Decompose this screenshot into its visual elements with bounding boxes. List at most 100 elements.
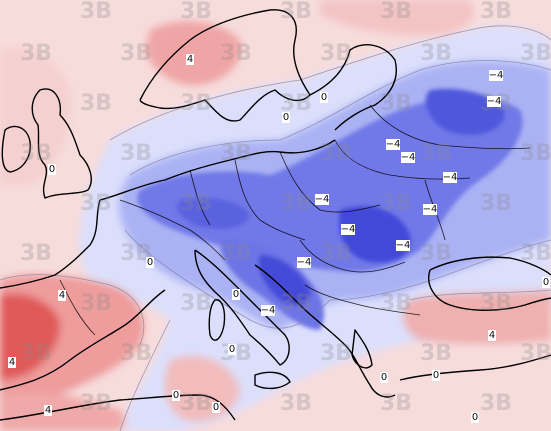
watermark-logo: 3B	[520, 341, 551, 366]
contour-label-box	[488, 330, 496, 341]
contour-label-hungary: −4	[341, 224, 356, 235]
contour-label-baltic-zero: 0	[320, 92, 328, 103]
contour-label-box	[146, 257, 154, 268]
watermark-logo: 3B	[520, 241, 551, 266]
contour-label-box	[261, 305, 275, 316]
contour-label-box	[228, 344, 236, 355]
watermark-logo: 3B	[20, 41, 52, 66]
watermark-logo: 3B	[480, 191, 512, 216]
contour-label-text: −4	[341, 224, 356, 235]
contour-label-text: 4	[187, 54, 193, 65]
contour-label-text: −4	[423, 204, 438, 215]
watermark-logo: 3B	[380, 91, 412, 116]
contour-label-box	[423, 204, 437, 215]
country-borders	[59, 104, 531, 336]
watermark-logo: 3B	[380, 391, 412, 416]
contour-label-box	[282, 112, 290, 123]
watermark-logo: 3B	[420, 241, 452, 266]
contour-label-iberia-s: 4	[44, 405, 52, 416]
contour-label-box	[401, 152, 415, 163]
contour-label-text: 0	[543, 277, 549, 288]
watermark-logo: 3B	[180, 391, 212, 416]
contour-label-box	[297, 257, 311, 268]
contour-label-box	[172, 390, 180, 401]
contour-label-text: −4	[396, 240, 411, 251]
contour-label-text: 4	[45, 405, 51, 416]
contour-label-text: 4	[489, 330, 495, 341]
watermark-layer: 3B 3B 3B 3B 3B 3B 3B 3B 3B 3B 3B 3B 3B 3B 3B 3B 3B 3B 3B 3B…	[20, 0, 551, 416]
contour-label-africa-zero-1: 0	[172, 390, 180, 401]
contour-label-box	[380, 372, 388, 383]
contour-label-text: 0	[147, 257, 153, 268]
watermark-logo: 3B	[320, 341, 352, 366]
contour-label-greece-zero: 0	[380, 372, 388, 383]
contour-label-box	[341, 224, 355, 235]
contour-label-text: −4	[489, 70, 504, 81]
contour-label-text: 0	[213, 402, 219, 413]
contour-label-text: 0	[321, 92, 327, 103]
cool-deep-region	[176, 88, 505, 306]
watermark-logo: 3B	[480, 391, 512, 416]
contour-label-text: 0	[173, 390, 179, 401]
contour-label-italy-s: −4	[261, 305, 276, 316]
watermark-logo: 3B	[380, 191, 412, 216]
contour-label-text: 4	[9, 357, 15, 368]
contour-label-text: 0	[283, 112, 289, 123]
contour-label-balkans-1: −4	[297, 257, 312, 268]
contour-label-text: −4	[297, 257, 312, 268]
watermark-logo: 3B	[320, 41, 352, 66]
watermark-logo: 3B	[120, 41, 152, 66]
contour-label-box	[186, 54, 194, 65]
contour-label-text: −4	[261, 305, 276, 316]
contour-label-germany: −4	[315, 194, 329, 205]
watermark-logo: 3B	[280, 291, 312, 316]
contour-label-box	[315, 194, 329, 205]
contour-label-carpathian: −4	[423, 204, 438, 215]
watermark-logo: 3B	[120, 341, 152, 366]
contour-label-text: 0	[433, 370, 439, 381]
contour-label-text: −4	[401, 152, 416, 163]
contour-label-text: 0	[233, 289, 239, 300]
contour-label-box	[471, 412, 479, 423]
contour-label-box	[396, 240, 410, 251]
contour-label-box	[432, 370, 440, 381]
contour-label-text: −4	[443, 172, 458, 183]
contour-label-uk-zero: 0	[48, 164, 56, 175]
watermark-logo: 3B	[220, 41, 252, 66]
watermark-logo: 3B	[180, 91, 212, 116]
watermark-logo: 3B	[520, 141, 551, 166]
watermark-logo: 3B	[480, 291, 512, 316]
watermark-logo: 3B	[120, 141, 152, 166]
contour-label-sardinia-zero: 0	[228, 344, 236, 355]
contour-label-box	[487, 96, 501, 107]
watermark-logo: 3B	[420, 41, 452, 66]
watermark-logo: 3B	[280, 391, 312, 416]
contour-label-box	[58, 290, 66, 301]
contour-label-east-zero: 0	[542, 277, 550, 288]
watermark-logo: 3B	[80, 391, 112, 416]
watermark-logo: 3B	[20, 141, 52, 166]
watermark-logo: 3B	[280, 91, 312, 116]
contour-label-scandinavia-pos: 4	[186, 54, 194, 65]
watermark-logo: 3B	[420, 341, 452, 366]
watermark-logo: 3B	[480, 0, 512, 24]
contour-label-box	[443, 172, 457, 183]
contour-label-turkey-pos: 4	[488, 330, 496, 341]
contour-label-baltic: −4	[386, 139, 400, 150]
watermark-logo: 3B	[220, 341, 252, 366]
contour-label-africa-zero-3: 0	[471, 412, 479, 423]
contour-label-iberia-pos: 4	[58, 290, 66, 301]
contour-label-russia-n-2: −4	[487, 96, 501, 107]
watermark-logo: 3B	[220, 241, 252, 266]
watermark-logo: 3B	[180, 0, 212, 24]
watermark-logo: 3B	[420, 141, 452, 166]
watermark-logo: 3B	[320, 241, 352, 266]
contour-label-text: 0	[472, 412, 478, 423]
contour-label-box	[48, 164, 56, 175]
watermark-logo: 3B	[280, 191, 312, 216]
contour-label-romania: −4	[396, 240, 411, 251]
watermark-logo: 3B	[180, 291, 212, 316]
watermark-logo: 3B	[380, 291, 412, 316]
